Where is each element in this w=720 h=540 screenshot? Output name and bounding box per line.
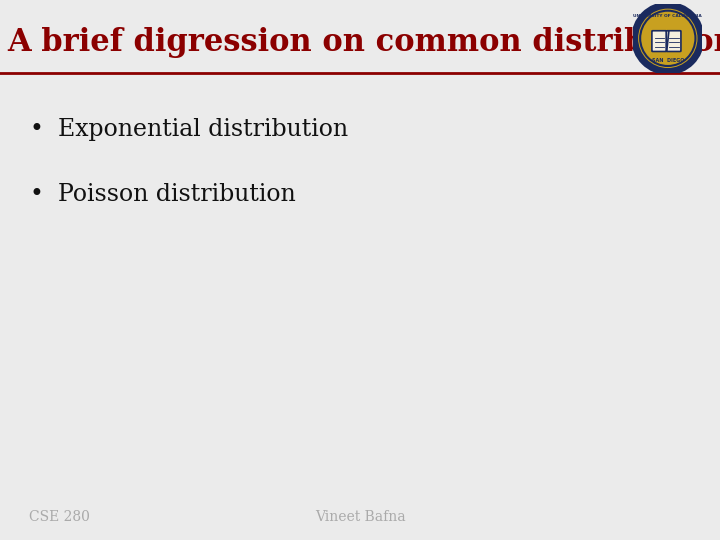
Text: CSE 280: CSE 280 <box>29 510 90 524</box>
Circle shape <box>634 5 701 71</box>
Text: •: • <box>29 118 43 141</box>
Text: UNIVERSITY OF CALIFORNIA: UNIVERSITY OF CALIFORNIA <box>634 14 702 18</box>
Text: SAN  DIEGO: SAN DIEGO <box>652 58 684 63</box>
Text: Vineet Bafna: Vineet Bafna <box>315 510 405 524</box>
Text: •: • <box>29 183 43 206</box>
Circle shape <box>643 14 693 63</box>
FancyBboxPatch shape <box>667 31 681 51</box>
FancyBboxPatch shape <box>652 31 667 51</box>
Text: Poisson distribution: Poisson distribution <box>58 183 295 206</box>
Text: A brief digression on common distributions: A brief digression on common distributio… <box>7 27 720 58</box>
Text: Exponential distribution: Exponential distribution <box>58 118 348 141</box>
